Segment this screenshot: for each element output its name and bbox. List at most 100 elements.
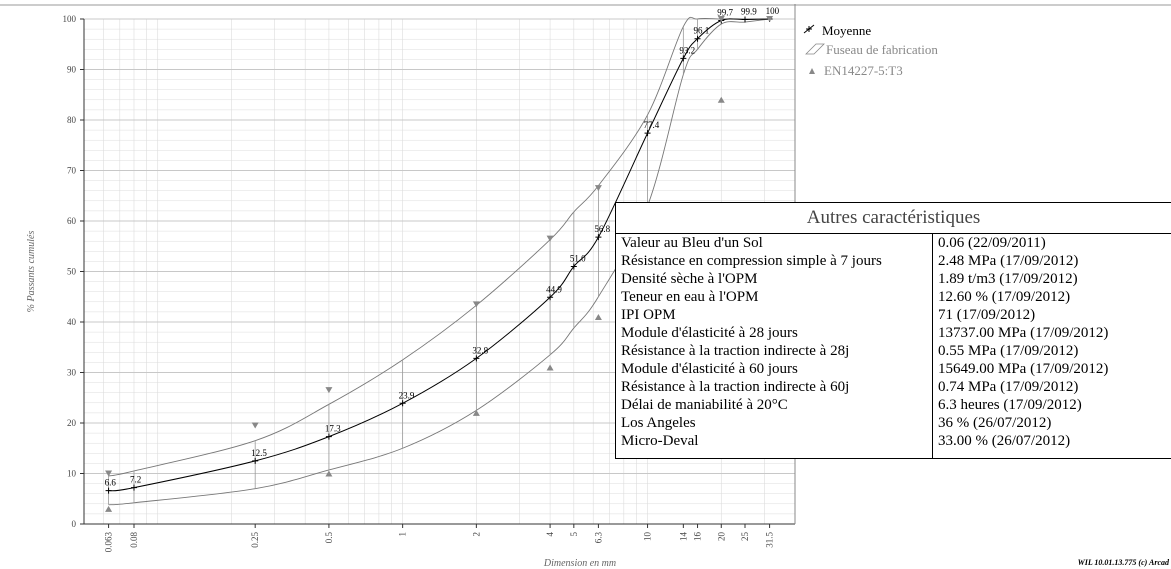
spec-upper-marker — [251, 422, 259, 429]
mean-data-label: 51.0 — [570, 253, 586, 263]
software-version-footer: WIL 10.01.13.775 (c) Arcad — [1077, 558, 1169, 567]
spec-upper-marker — [472, 301, 480, 308]
mean-curve — [108, 18, 770, 492]
property-value: 71 (17/09/2012) — [938, 307, 1036, 323]
mean-data-label: 96.1 — [694, 26, 710, 36]
mean-data-label: 6.6 — [105, 478, 117, 488]
mean-point-marker — [694, 35, 701, 42]
mean-data-label: 99.7 — [717, 8, 733, 18]
spec-upper-marker — [325, 387, 333, 394]
property-row: Module d'élasticité à 60 jours 15649.00 M… — [616, 360, 1171, 378]
property-value: 33.00 % (26/07/2012) — [938, 433, 1071, 449]
x-tick-label: 0.25 — [250, 532, 260, 548]
mean-data-label: 99.9 — [741, 7, 757, 17]
property-name: IPI OPM — [616, 306, 933, 324]
property-name: Los Angeles — [616, 414, 933, 432]
mean-data-label: 12.5 — [251, 448, 267, 458]
mean-point-marker — [473, 355, 480, 362]
x-tick-label: 31.5 — [765, 532, 775, 548]
y-tick-label: 60 — [67, 216, 77, 226]
property-name: Valeur au Bleu d'un Sol — [616, 234, 933, 252]
property-name: Teneur en eau à l'OPM — [616, 288, 933, 306]
property-row: Micro-Deval 33.00 % (26/07/2012) — [616, 432, 1171, 458]
x-tick-label: 0.5 — [324, 532, 334, 544]
y-tick-label: 100 — [63, 14, 77, 24]
property-name: Résistance à la traction indirecte à 60j — [616, 378, 933, 396]
property-value: 6.3 heures (17/09/2012) — [938, 397, 1082, 413]
legend-mean-icon — [803, 24, 815, 34]
spec-lower-marker — [546, 364, 554, 371]
mean-data-label: 17.3 — [325, 424, 341, 434]
spec-upper-marker — [594, 185, 602, 192]
x-tick-label: 4 — [545, 532, 555, 537]
spec-lower-marker — [325, 470, 333, 477]
mean-point-marker — [570, 263, 577, 270]
property-row: Résistance à la traction indirecte à 28j… — [616, 342, 1171, 360]
x-tick-label: 10 — [643, 532, 653, 542]
property-value: 1.89 t/m3 (17/09/2012) — [938, 271, 1078, 287]
spec-lower-marker — [105, 505, 113, 512]
mean-point-marker — [252, 457, 259, 464]
mean-point-marker — [595, 234, 602, 241]
property-row: Teneur en eau à l'OPM 12.60 % (17/09/2012… — [616, 288, 1171, 306]
x-tick-label: 6.3 — [593, 532, 603, 544]
mean-data-label: 7.2 — [130, 475, 141, 485]
mean-point-marker — [399, 400, 406, 407]
property-value: 15649.00 MPa (17/09/2012) — [938, 361, 1109, 377]
property-row: Module d'élasticité à 28 jours 13737.00 M… — [616, 324, 1171, 342]
mean-data-label: 23.9 — [399, 390, 415, 400]
property-row: Densité sèche à l'OPM 1.89 t/m3 (17/09/20… — [616, 270, 1171, 288]
property-name: Micro-Deval — [616, 432, 933, 458]
spec-lower-marker — [594, 313, 602, 320]
x-tick-label: 14 — [678, 532, 688, 542]
y-tick-label: 20 — [67, 418, 77, 428]
spec-upper-marker — [105, 470, 113, 477]
property-name: Densité sèche à l'OPM — [616, 270, 933, 288]
property-value: 0.74 MPa (17/09/2012) — [938, 379, 1079, 395]
x-axis-title: Dimension en mm — [543, 558, 616, 569]
spec-lower-marker — [472, 409, 480, 416]
mean-data-label: 77.4 — [644, 120, 660, 130]
x-tick-label: 20 — [716, 532, 726, 542]
x-tick-label: 0.063 — [104, 532, 114, 553]
property-row: Résistance en compression simple à 7 jou… — [616, 252, 1171, 270]
envelope-lower-line — [108, 18, 770, 506]
property-name: Module d'élasticité à 60 jours — [616, 360, 933, 378]
other-characteristics-panel: Autres caractéristiques Valeur au Bleu d… — [615, 202, 1171, 459]
x-tick-label: 5 — [569, 532, 579, 537]
mean-point-marker — [644, 130, 651, 137]
y-tick-label: 30 — [67, 368, 77, 378]
property-name: Résistance en compression simple à 7 jou… — [616, 252, 933, 270]
envelope-upper-line — [108, 16, 770, 477]
legend-envelope-label: Fuseau de fabrication — [826, 42, 938, 57]
spec-upper-marker — [717, 16, 725, 22]
property-row: IPI OPM 71 (17/09/2012) — [616, 306, 1171, 324]
property-name: Résistance à la traction indirecte à 28j — [616, 342, 933, 360]
x-tick-label: 2 — [471, 532, 481, 537]
property-row: Délai de maniabilité à 20°C 6.3 heures (1… — [616, 396, 1171, 414]
chart-legend: Moyenne Fuseau de fabrication EN14227-5:T3 — [803, 23, 938, 78]
y-axis-title: % Passants cumulés — [26, 231, 37, 313]
x-tick-label: 1 — [398, 532, 408, 537]
property-row: Valeur au Bleu d'un Sol 0.06 (22/09/2011) — [616, 234, 1171, 252]
mean-data-label: 56.8 — [594, 224, 610, 234]
legend-spec-icon — [809, 68, 815, 74]
property-value: 0.06 (22/09/2011) — [938, 235, 1046, 251]
y-tick-label: 10 — [67, 469, 77, 479]
property-row: Résistance à la traction indirecte à 60j… — [616, 378, 1171, 396]
spec-upper-marker — [546, 235, 554, 242]
property-value: 36 % (26/07/2012) — [938, 415, 1052, 431]
property-value: 2.48 MPa (17/09/2012) — [938, 253, 1079, 269]
legend-mean-label: Moyenne — [822, 23, 871, 38]
spec-lower-marker — [717, 96, 725, 103]
mean-point-marker — [105, 487, 112, 494]
mean-data-label: 44.9 — [546, 284, 562, 294]
legend-envelope-icon — [805, 43, 825, 55]
other-characteristics-title: Autres caractéristiques — [616, 203, 1171, 234]
mean-point-marker — [680, 55, 687, 62]
x-tick-label: 0.08 — [129, 532, 139, 548]
mean-point-marker — [325, 433, 332, 440]
mean-data-label: 100 — [766, 6, 780, 16]
x-tick-label: 25 — [740, 532, 750, 542]
mean-data-label: 32.8 — [472, 345, 488, 355]
